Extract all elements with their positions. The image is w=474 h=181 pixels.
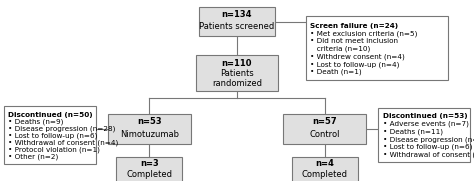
Text: Control: Control — [310, 130, 340, 139]
FancyBboxPatch shape — [199, 7, 275, 36]
Text: • Disease progression (n=28): • Disease progression (n=28) — [8, 126, 116, 132]
FancyBboxPatch shape — [306, 16, 448, 80]
Text: • Deaths (n=9): • Deaths (n=9) — [8, 119, 64, 125]
Text: n=4: n=4 — [315, 159, 334, 168]
Text: randomized: randomized — [212, 79, 262, 88]
FancyBboxPatch shape — [283, 115, 366, 144]
Text: • Lost to follow-up (n=6): • Lost to follow-up (n=6) — [8, 133, 98, 139]
Text: • Withdrew consent (n=4): • Withdrew consent (n=4) — [310, 53, 405, 60]
Text: Completed: Completed — [126, 170, 173, 179]
Text: Patients: Patients — [220, 69, 254, 78]
Text: n=110: n=110 — [222, 59, 252, 68]
Text: • Met exclusion criteria (n=5): • Met exclusion criteria (n=5) — [310, 30, 418, 37]
Text: n=53: n=53 — [137, 117, 162, 127]
FancyBboxPatch shape — [292, 157, 358, 181]
Text: Completed: Completed — [301, 170, 348, 179]
Text: n=3: n=3 — [140, 159, 159, 168]
Text: • Adverse events (n=7): • Adverse events (n=7) — [383, 121, 469, 127]
Text: • Protocol violation (n=1): • Protocol violation (n=1) — [8, 147, 100, 153]
Text: • Withdrawal of consent (n=5): • Withdrawal of consent (n=5) — [383, 152, 474, 158]
Text: Nimotuzumab: Nimotuzumab — [120, 130, 179, 139]
Text: • Disease progression (n=24): • Disease progression (n=24) — [383, 136, 474, 143]
Text: • Did not meet inclusion: • Did not meet inclusion — [310, 38, 399, 44]
Text: • Withdrawal of consent (n=4): • Withdrawal of consent (n=4) — [8, 140, 118, 146]
FancyBboxPatch shape — [3, 106, 96, 164]
Text: n=57: n=57 — [312, 117, 337, 127]
FancyBboxPatch shape — [195, 55, 278, 91]
Text: Screen failure (n=24): Screen failure (n=24) — [310, 23, 399, 29]
FancyBboxPatch shape — [108, 115, 191, 144]
Text: • Lost to follow-up (n=6): • Lost to follow-up (n=6) — [383, 144, 472, 150]
Text: n=134: n=134 — [222, 10, 252, 19]
Text: Discontinued (n=50): Discontinued (n=50) — [8, 112, 93, 118]
Text: • Death (n=1): • Death (n=1) — [310, 69, 362, 75]
Text: criteria (n=10): criteria (n=10) — [310, 46, 371, 52]
FancyBboxPatch shape — [378, 108, 470, 162]
Text: • Deaths (n=11): • Deaths (n=11) — [383, 129, 443, 135]
Text: Discontinued (n=53): Discontinued (n=53) — [383, 113, 467, 119]
Text: • Lost to follow-up (n=4): • Lost to follow-up (n=4) — [310, 61, 400, 68]
FancyBboxPatch shape — [116, 157, 182, 181]
Text: • Other (n=2): • Other (n=2) — [8, 154, 59, 160]
Text: Patients screened: Patients screened — [200, 22, 274, 31]
